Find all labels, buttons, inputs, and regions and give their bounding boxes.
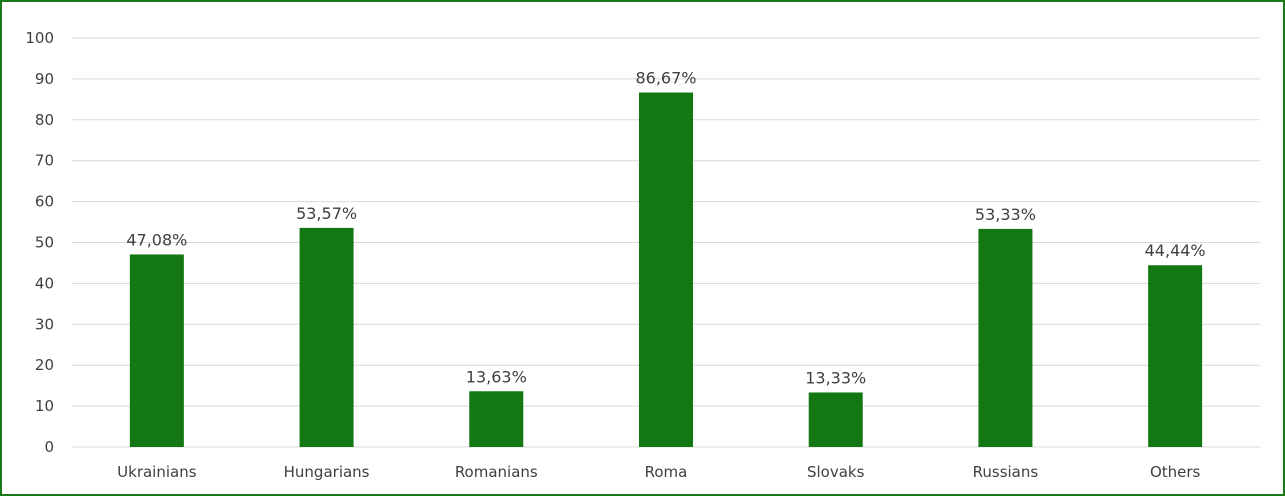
data-label: 13,63% — [466, 367, 527, 386]
data-label: 13,33% — [805, 368, 866, 387]
y-tick-label: 100 — [25, 29, 54, 47]
bar-hungarians — [299, 227, 354, 447]
x-tick-label: Hungarians — [284, 463, 370, 481]
y-tick-label: 60 — [35, 193, 54, 211]
data-labels: 47,08% 53,57% 13,63% 86,67% 13,33% 53,33% 44,4… — [126, 69, 1205, 388]
bar-roma — [639, 92, 693, 447]
data-label: 53,33% — [975, 205, 1036, 224]
y-tick-label: 90 — [35, 70, 54, 88]
y-tick-label: 0 — [44, 438, 54, 456]
y-axis: 0 10 20 30 40 50 60 70 80 90 100 — [25, 29, 54, 456]
x-axis: Ukrainians Hungarians Romanians Roma Slovaks… — [117, 463, 1200, 481]
y-tick-label: 20 — [35, 356, 54, 374]
x-tick-label: Romanians — [455, 463, 538, 481]
y-tick-label: 50 — [35, 234, 54, 252]
bars — [129, 92, 1203, 447]
data-label: 44,44% — [1145, 241, 1206, 260]
data-label: 53,57% — [296, 204, 357, 223]
bar-ukrainians — [129, 254, 184, 447]
data-label: 86,67% — [635, 69, 696, 88]
data-label: 47,08% — [126, 230, 187, 249]
y-tick-label: 10 — [35, 397, 54, 415]
y-tick-label: 40 — [35, 274, 54, 292]
y-tick-label: 30 — [35, 315, 54, 333]
y-tick-label: 80 — [35, 111, 54, 129]
x-tick-label: Slovaks — [807, 463, 865, 481]
y-tick-label: 70 — [35, 152, 54, 170]
bar-others — [1148, 265, 1203, 447]
x-tick-label: Others — [1150, 463, 1201, 481]
x-tick-label: Roma — [645, 463, 688, 481]
bar-slovaks — [808, 392, 863, 447]
x-tick-label: Russians — [973, 463, 1039, 481]
bar-russians — [978, 228, 1033, 447]
bar-romanians — [469, 391, 524, 447]
x-tick-label: Ukrainians — [117, 463, 197, 481]
